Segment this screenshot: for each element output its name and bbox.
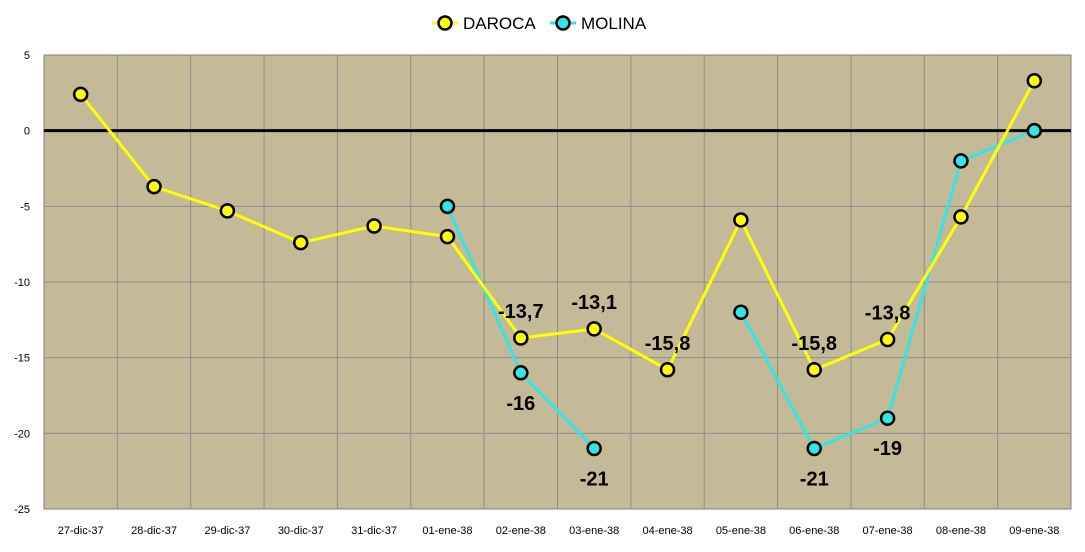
data-label-molina: -19 — [873, 438, 902, 460]
data-point-molina — [953, 153, 969, 169]
legend-marker-daroca — [437, 15, 453, 31]
data-point-daroca — [293, 234, 309, 251]
data-point-molina — [1026, 122, 1043, 139]
data-point-molina — [879, 410, 896, 426]
data-point-molina — [733, 304, 749, 321]
x-tick-label: 04-ene-38 — [642, 525, 692, 537]
gridlines — [44, 55, 1071, 509]
y-tick-label: -20 — [14, 428, 30, 440]
y-tick-label: 0 — [24, 126, 30, 138]
x-tick-label: 08-ene-38 — [936, 525, 986, 537]
x-axis-ticks: 27-dic-37 28-dic-37 29-dic-37 30-dic-37 31-d… — [58, 525, 1060, 537]
y-tick-label: 5 — [24, 50, 30, 62]
x-tick-label: 27-dic-37 — [58, 525, 104, 537]
data-point-daroca — [806, 362, 822, 378]
data-label-molina: -21 — [800, 468, 829, 490]
legend-marker-molina — [555, 15, 571, 31]
data-label-daroca: -15,8 — [791, 333, 837, 355]
data-label-molina: -16 — [506, 393, 535, 415]
data-label-daroca: -15,8 — [645, 333, 691, 355]
data-label-molina: -21 — [580, 468, 609, 490]
data-point-daroca — [733, 212, 749, 228]
x-tick-label: 03-ene-38 — [569, 525, 619, 537]
x-tick-label: 02-ene-38 — [496, 525, 546, 537]
x-tick-label: 30-dic-37 — [278, 525, 324, 537]
data-label-daroca: -13,8 — [865, 303, 911, 325]
x-tick-label: 09-ene-38 — [1009, 525, 1059, 537]
data-point-daroca — [659, 362, 676, 378]
series-line-daroca — [79, 80, 1036, 372]
y-tick-label: -15 — [14, 353, 30, 365]
x-tick-label: 29-dic-37 — [204, 525, 250, 537]
x-tick-label: 31-dic-37 — [351, 525, 397, 537]
data-point-daroca — [586, 321, 602, 337]
x-tick-label: 28-dic-37 — [131, 525, 177, 537]
y-tick-label: -10 — [14, 277, 30, 289]
data-point-molina — [586, 440, 602, 457]
legend-label-daroca: DAROCA — [463, 14, 536, 33]
x-tick-label: 06-ene-38 — [789, 525, 839, 537]
data-point-daroca — [439, 228, 456, 245]
data-point-daroca — [219, 203, 236, 219]
legend: DAROCA MOLINA — [432, 14, 647, 33]
data-point-daroca — [513, 330, 529, 346]
y-axis-ticks: 5 0 -5 -10 -15 -20 -25 — [14, 50, 30, 516]
data-point-daroca — [953, 209, 969, 225]
data-point-molina — [806, 440, 822, 457]
legend-label-molina: MOLINA — [581, 14, 647, 33]
series-layer — [72, 72, 1043, 457]
data-point-daroca — [1026, 72, 1043, 89]
data-point-molina — [439, 198, 456, 215]
data-point-daroca — [879, 331, 896, 348]
x-tick-label: 07-ene-38 — [863, 525, 913, 537]
data-point-daroca — [72, 86, 89, 103]
y-tick-label: -5 — [20, 201, 30, 213]
data-label-daroca: -13,7 — [498, 301, 544, 323]
data-point-daroca — [366, 218, 382, 234]
data-labels: -13,7 -13,1 -15,8 -15,8 -13,8 -16 -21 -21 -19 — [498, 292, 910, 491]
data-point-daroca — [146, 178, 162, 195]
data-label-daroca: -13,1 — [571, 292, 617, 314]
x-tick-label: 01-ene-38 — [422, 525, 472, 537]
y-tick-label: -25 — [14, 504, 30, 516]
data-point-molina — [513, 365, 529, 381]
x-tick-label: 05-ene-38 — [716, 525, 766, 537]
